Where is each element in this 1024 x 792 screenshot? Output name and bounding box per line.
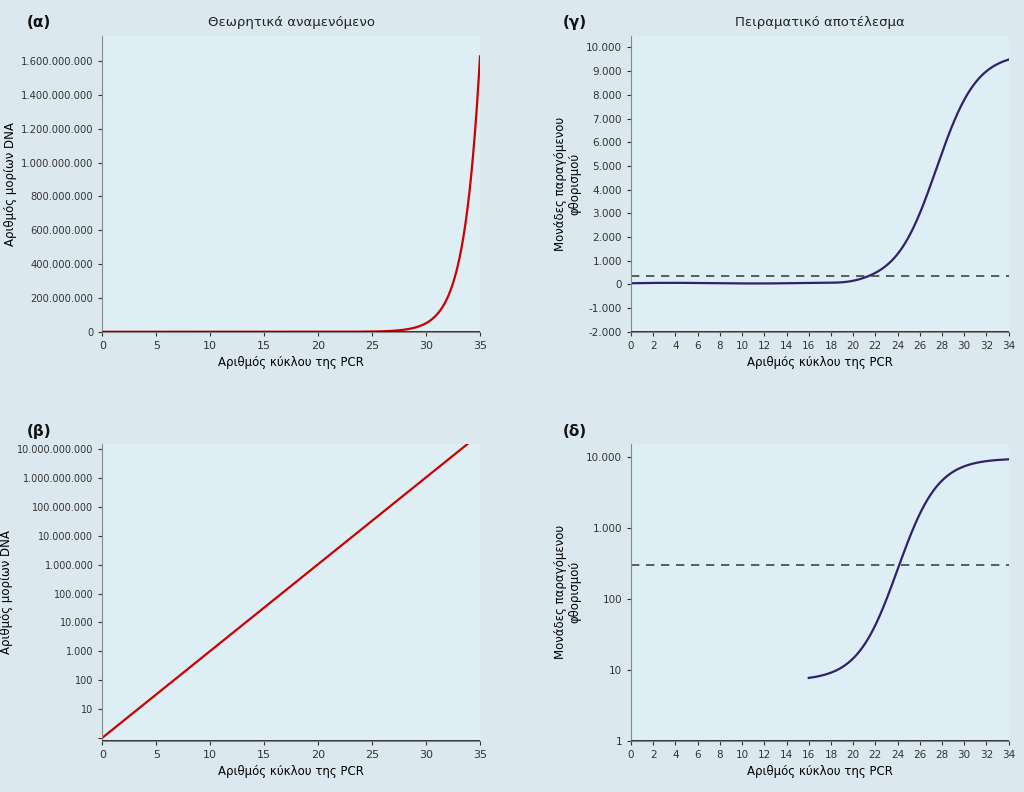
Y-axis label: Αριθμός μορίων DNA: Αριθμός μορίων DNA [0,531,13,654]
Text: (α): (α) [27,15,51,30]
Title: Θεωρητικά αναμενόμενο: Θεωρητικά αναμενόμενο [208,16,375,29]
Y-axis label: Μονάδες παραγόμενου
φθορισμού: Μονάδες παραγόμενου φθορισμού [554,525,582,660]
Y-axis label: Μονάδες παραγόμενου
φθορισμού: Μονάδες παραγόμενου φθορισμού [554,116,582,251]
X-axis label: Αριθμός κύκλου της PCR: Αριθμός κύκλου της PCR [746,356,893,369]
Y-axis label: Αριθμός μορίων DNA: Αριθμός μορίων DNA [4,122,16,246]
X-axis label: Αριθμός κύκλου της PCR: Αριθμός κύκλου της PCR [218,765,365,778]
Title: Πειραματικό αποτέλεσμα: Πειραματικό αποτέλεσμα [735,16,905,29]
Text: (γ): (γ) [563,15,587,30]
X-axis label: Αριθμός κύκλου της PCR: Αριθμός κύκλου της PCR [746,765,893,778]
Text: (β): (β) [27,424,51,439]
Text: (δ): (δ) [563,424,587,439]
X-axis label: Αριθμός κύκλου της PCR: Αριθμός κύκλου της PCR [218,356,365,369]
